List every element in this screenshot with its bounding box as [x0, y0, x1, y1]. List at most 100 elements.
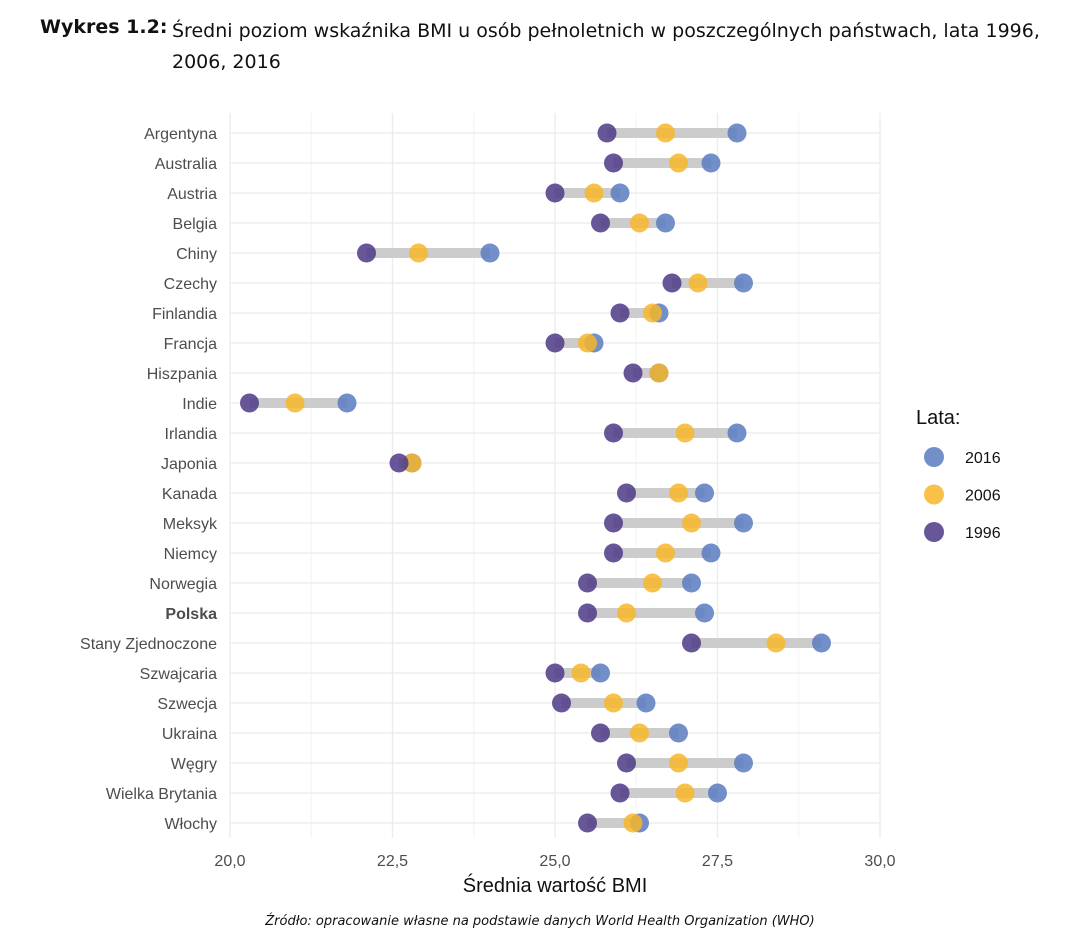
point-2016-indie: [337, 393, 357, 413]
row-wegry: Węgry: [171, 753, 753, 773]
point-2006-hiszpania: [649, 363, 669, 383]
row-francja: Francja: [164, 333, 604, 353]
country-label-niemcy: Niemcy: [164, 546, 217, 563]
point-2016-argentyna: [727, 123, 747, 143]
point-1996-kanada: [617, 483, 636, 503]
grid: [229, 113, 881, 838]
row-finlandia: Finlandia: [152, 303, 669, 323]
point-2016-chiny: [480, 243, 500, 263]
row-czechy: Czechy: [164, 273, 753, 293]
legend-swatch-1996: [924, 522, 944, 542]
point-2006-francja: [578, 333, 597, 353]
country-label-australia: Australia: [155, 156, 217, 173]
point-2006-finlandia: [643, 303, 662, 323]
point-2006-chiny: [409, 243, 428, 263]
point-1996-irlandia: [604, 423, 623, 443]
row-belgia: Belgia: [173, 213, 675, 233]
point-2006-australia: [669, 153, 688, 173]
point-2016-australia: [701, 153, 721, 173]
point-1996-australia: [604, 153, 623, 173]
bmi-dumbbell-chart: 20,0 22,5 25,0 27,5 30,0 Średnia wartość BMI A…: [80, 113, 1001, 897]
chart-title-prefix: Wykres 1.2:: [40, 16, 168, 38]
point-2006-czechy: [688, 273, 708, 293]
row-norwegia: Norwegia: [149, 573, 701, 593]
point-1996-indie: [240, 393, 259, 413]
country-label-belgia: Belgia: [173, 216, 218, 233]
row-hiszpania: Hiszpania: [147, 363, 669, 383]
point-2016-belgia: [656, 213, 675, 233]
point-2016-ukraina: [669, 723, 688, 743]
point-1996-ukraina: [591, 723, 610, 743]
row-indie: Indie: [182, 393, 357, 413]
point-2006-irlandia: [675, 423, 695, 443]
chart-title: Średni poziom wskaźnika BMI u osób pełno…: [172, 20, 1040, 73]
legend-label-1996: 1996: [965, 525, 1001, 542]
point-1996-argentyna: [597, 123, 617, 143]
country-label-wlochy: Włochy: [165, 816, 217, 833]
point-1996-szwecja: [552, 693, 571, 713]
row-polska: Polska: [165, 603, 714, 623]
legend: Lata: 2016 2006 1996: [916, 407, 1001, 542]
row-stany-zjednoczone: Stany Zjednoczone: [80, 633, 831, 653]
point-1996-japonia: [389, 453, 409, 473]
point-1996-czechy: [662, 273, 682, 293]
point-2006-stany-zjednoczone: [766, 633, 786, 653]
x-tick-label: 20,0: [214, 853, 245, 870]
row-kanada: Kanada: [162, 483, 714, 503]
country-label-ukraina: Ukraina: [162, 726, 217, 743]
point-2006-argentyna: [656, 123, 675, 143]
country-label-wegry: Węgry: [171, 756, 217, 773]
row-szwajcaria: Szwajcaria: [140, 663, 610, 683]
point-1996-wlochy: [578, 813, 597, 833]
x-tick-label: 22,5: [377, 853, 408, 870]
row-szwecja: Szwecja: [157, 693, 656, 713]
x-tick-label: 27,5: [702, 853, 733, 870]
point-2016-niemcy: [701, 543, 721, 563]
country-label-chiny: Chiny: [176, 246, 217, 263]
point-2006-indie: [285, 393, 305, 413]
legend-title: Lata:: [916, 407, 960, 429]
legend-swatch-2016: [924, 447, 944, 467]
point-2006-szwecja: [604, 693, 623, 713]
point-2006-ukraina: [630, 723, 649, 743]
row-meksyk: Meksyk: [163, 513, 753, 533]
source-note: Źródło: opracowanie własne na podstawie …: [265, 914, 815, 929]
point-2006-kanada: [669, 483, 688, 503]
country-label-japonia: Japonia: [161, 456, 217, 473]
country-label-argentyna: Argentyna: [144, 126, 217, 143]
point-2006-wlochy: [623, 813, 643, 833]
row-wlochy: Włochy: [165, 813, 649, 833]
point-2006-wielka-brytania: [675, 783, 695, 803]
country-label-indie: Indie: [182, 396, 217, 413]
point-2016-norwegia: [682, 573, 701, 593]
point-2016-kanada: [695, 483, 714, 503]
point-2006-norwegia: [643, 573, 662, 593]
point-2006-meksyk: [682, 513, 701, 533]
legend-label-2006: 2006: [965, 488, 1001, 505]
x-axis-title: Średnia wartość BMI: [463, 873, 648, 897]
country-label-francja: Francja: [164, 336, 217, 353]
point-1996-meksyk: [604, 513, 623, 533]
point-2016-polska: [695, 603, 714, 623]
country-label-finlandia: Finlandia: [152, 306, 217, 323]
country-label-meksyk: Meksyk: [163, 516, 218, 533]
row-argentyna: Argentyna: [144, 123, 747, 143]
country-label-polska: Polska: [165, 606, 217, 623]
point-1996-belgia: [591, 213, 610, 233]
country-label-stany-zjednoczone: Stany Zjednoczone: [80, 636, 217, 653]
point-2006-belgia: [630, 213, 649, 233]
country-label-czechy: Czechy: [164, 276, 217, 293]
point-2006-japonia: [402, 453, 422, 473]
point-1996-francja: [545, 333, 565, 353]
point-2016-irlandia: [727, 423, 747, 443]
point-2016-wegry: [734, 753, 753, 773]
point-2016-szwajcaria: [591, 663, 610, 683]
point-2006-polska: [617, 603, 636, 623]
legend-label-2016: 2016: [965, 450, 1001, 467]
row-australia: Australia: [155, 153, 721, 173]
point-1996-polska: [578, 603, 597, 623]
x-tick-label: 30,0: [864, 853, 895, 870]
point-1996-norwegia: [578, 573, 597, 593]
point-1996-chiny: [357, 243, 376, 263]
point-1996-austria: [545, 183, 565, 203]
